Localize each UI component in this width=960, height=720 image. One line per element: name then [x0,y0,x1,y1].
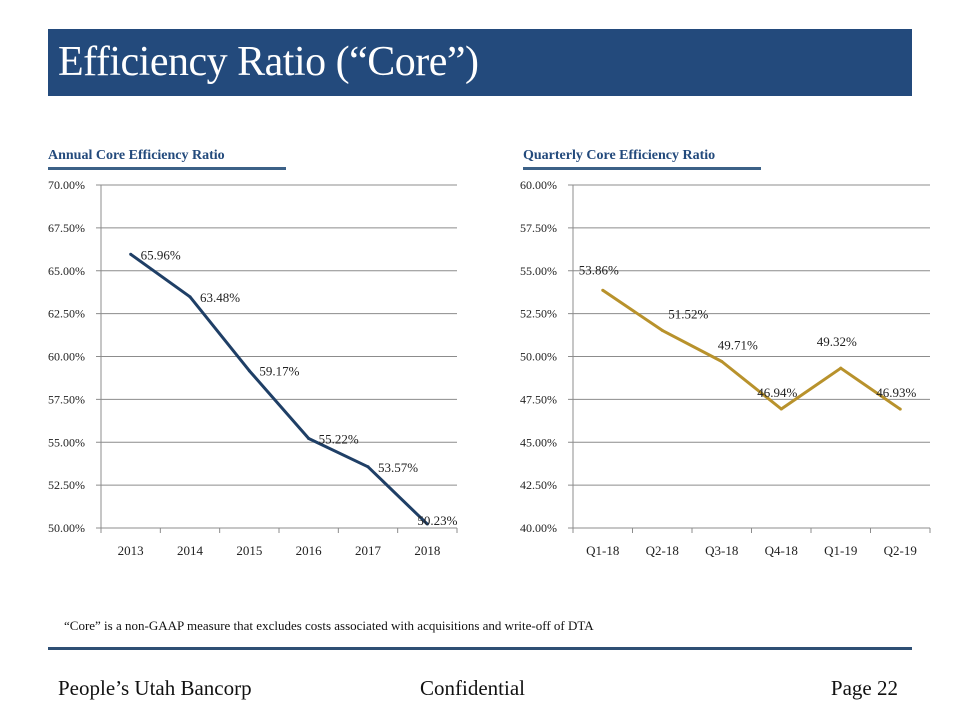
y-tick-label: 50.00% [48,521,85,535]
x-tick-label: 2018 [414,543,440,558]
y-tick-label: 65.00% [48,264,85,278]
footer-divider [48,647,912,650]
footer-company: People’s Utah Bancorp [58,676,252,700]
data-point [307,436,311,440]
data-point [129,252,133,256]
y-tick-label: 55.00% [48,435,85,449]
data-point [779,407,783,411]
x-tick-label: 2014 [177,543,204,558]
y-tick-label: 55.00% [520,264,557,278]
x-tick-label: 2017 [355,543,382,558]
y-tick-label: 40.00% [520,521,557,535]
x-tick-label: Q4-18 [765,543,798,558]
data-point [601,288,605,292]
data-label: 51.52% [668,306,708,321]
annual-chart-title: Annual Core Efficiency Ratio [48,148,225,163]
footer-page-number: Page 22 [830,676,898,700]
y-tick-label: 52.50% [48,478,85,492]
data-series-line [601,289,902,411]
quarterly-chart-title: Quarterly Core Efficiency Ratio [523,148,716,163]
y-tick-label: 45.00% [520,435,557,449]
core-footnote: “Core” is a non-GAAP measure that exclud… [64,618,594,633]
y-tick-label: 62.50% [48,307,85,321]
data-series-line [129,253,429,526]
x-tick-label: Q1-18 [586,543,619,558]
x-tick-label: 2013 [118,543,144,558]
x-tick-label: Q2-19 [884,543,917,558]
y-tick-label: 57.50% [48,392,85,406]
data-label: 55.22% [319,431,359,446]
y-tick-label: 52.50% [520,307,557,321]
x-tick-label: 2016 [296,543,323,558]
data-label: 50.23% [417,513,457,528]
data-point [366,465,370,469]
data-label: 49.71% [718,337,758,352]
data-point [839,366,843,370]
y-tick-label: 42.50% [520,478,557,492]
annual-chart-title-underline [48,167,286,170]
x-tick-label: Q3-18 [705,543,738,558]
data-point [660,328,664,332]
x-tick-label: Q2-18 [646,543,679,558]
data-label: 46.94% [757,385,797,400]
data-label: 59.17% [259,364,299,379]
data-point [247,369,251,373]
y-tick-label: 50.00% [520,350,557,364]
data-point [720,359,724,363]
data-label: 53.86% [579,262,619,277]
footer-classification: Confidential [420,676,525,700]
data-label: 49.32% [817,334,857,349]
y-tick-label: 70.00% [48,178,85,192]
x-tick-label: Q1-19 [824,543,857,558]
y-tick-label: 47.50% [520,392,557,406]
data-label: 53.57% [378,460,418,475]
data-point [188,295,192,299]
slide-title: Efficiency Ratio (“Core”) [58,39,479,85]
data-label: 65.96% [141,247,181,262]
slide-title-bar: Efficiency Ratio (“Core”) [48,29,912,96]
y-tick-label: 67.50% [48,221,85,235]
quarterly-chart-title-underline [523,167,761,170]
data-label: 63.48% [200,290,240,305]
x-tick-label: 2015 [236,543,262,558]
data-point [898,407,902,411]
y-tick-label: 60.00% [520,178,557,192]
y-tick-label: 57.50% [520,221,557,235]
data-label: 46.93% [876,385,916,400]
y-tick-label: 60.00% [48,350,85,364]
data-point [425,522,429,526]
